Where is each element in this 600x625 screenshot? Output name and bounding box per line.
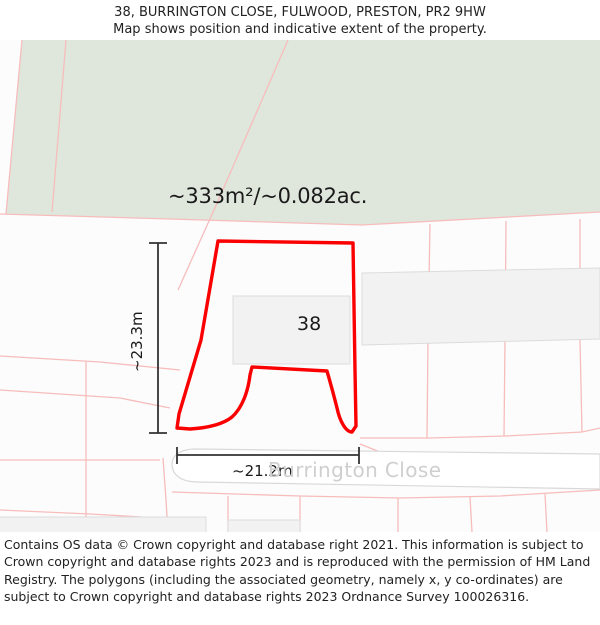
parcel-line (171, 489, 600, 499)
parcel-line (360, 427, 600, 439)
road-burrington-close (171, 448, 600, 490)
parcel-line (51, 40, 67, 213)
parcel-line (544, 493, 548, 532)
neighbour-building (361, 267, 600, 346)
buildings-layer (0, 267, 600, 532)
map-caption: Map shows position and indicative extent… (113, 22, 487, 37)
parcel-line (5, 40, 23, 215)
greenspace-layer (6, 40, 600, 225)
dimension-vertical-label-wrap: ~23.3m (128, 311, 189, 388)
property-map[interactable]: ~333m²/~0.082ac. 38 ~23.3m ~21.2m Burrin… (0, 40, 600, 532)
map-footer: Contains OS data © Crown copyright and d… (0, 532, 600, 625)
greenspace-area (6, 40, 600, 225)
map-header: 38, BURRINGTON CLOSE, FULWOOD, PRESTON, … (0, 0, 600, 40)
plot-outline-layer (175, 239, 358, 434)
road-layer (171, 448, 600, 490)
subject-building (232, 295, 351, 365)
parcel-line (0, 355, 181, 371)
neighbour-building (0, 516, 207, 532)
dimension-lines (149, 242, 360, 464)
parcel-line (0, 389, 171, 409)
subject-plot-boundary (175, 239, 358, 434)
neighbour-building (227, 519, 301, 532)
parcel-line (0, 211, 600, 226)
parcel-line (469, 496, 473, 532)
copyright-text: Contains OS data © Crown copyright and d… (4, 537, 591, 605)
map-canvas[interactable] (0, 40, 600, 532)
property-address: 38, BURRINGTON CLOSE, FULWOOD, PRESTON, … (114, 5, 486, 20)
dimension-vertical-label: ~23.3m (128, 311, 146, 372)
parcel-line (177, 40, 289, 291)
